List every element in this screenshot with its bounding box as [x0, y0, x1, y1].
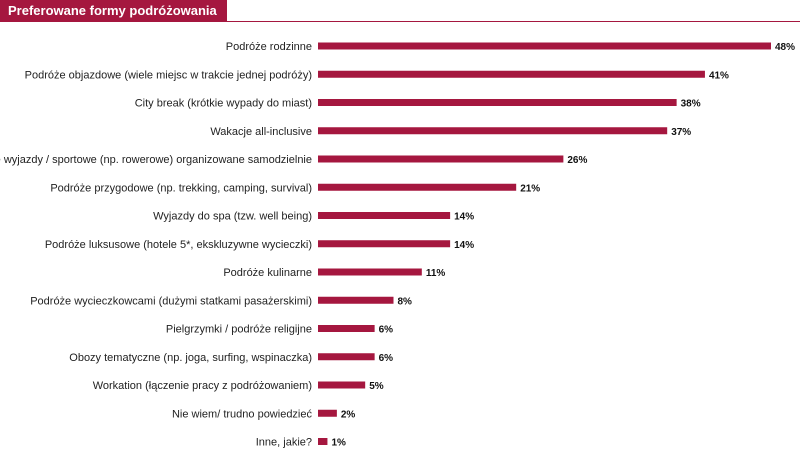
category-label: Pielgrzymki / podróże religijne: [166, 324, 312, 336]
bar: [318, 212, 451, 219]
value-label: 41%: [709, 70, 729, 81]
category-label: Podróże rodzinne: [226, 41, 312, 53]
chart-title: Preferowane formy podróżowania: [0, 0, 227, 22]
category-label: City break (krótkie wypady do miast): [135, 98, 312, 110]
value-label: 14%: [454, 240, 474, 251]
bar: [318, 42, 771, 50]
value-label: 37%: [671, 127, 691, 138]
category-label: Wyjazdy do spa (tzw. well being): [153, 211, 312, 223]
category-label: Aktywne wyjazdy / sportowe (np. rowerowe…: [0, 154, 312, 166]
bar: [318, 325, 375, 332]
bar: [318, 296, 394, 304]
value-label: 1%: [331, 438, 346, 449]
bar: [318, 127, 668, 135]
value-label: 11%: [426, 268, 446, 279]
category-label: Podróże luksusowe (hotele 5*, ekskluzywn…: [45, 239, 312, 251]
category-label: Podróże objazdowe (wiele miejsc w trakci…: [25, 69, 312, 81]
value-label: 6%: [379, 353, 394, 364]
bar: [318, 183, 517, 191]
category-label: Podróże wycieczkowcami (dużymi statkami …: [30, 295, 312, 307]
bar: [318, 381, 366, 389]
bar: [318, 70, 705, 78]
value-label: 48%: [775, 42, 795, 53]
value-label: 14%: [454, 212, 474, 223]
category-label: Obozy tematyczne (np. joga, surfing, wsp…: [69, 352, 312, 364]
bar: [318, 240, 451, 248]
value-label: 8%: [398, 296, 413, 307]
bar: [318, 155, 564, 163]
value-label: 6%: [379, 325, 394, 336]
bar: [318, 99, 677, 106]
value-label: 2%: [341, 409, 356, 420]
value-label: 26%: [567, 155, 587, 166]
bar: [318, 409, 337, 417]
value-label: 5%: [369, 381, 384, 392]
bar: [318, 353, 375, 361]
title-divider: [0, 21, 800, 22]
category-label: Wakacje all-inclusive: [210, 126, 312, 138]
category-label: Podróże przygodowe (np. trekking, campin…: [50, 182, 312, 194]
value-label: 38%: [681, 99, 701, 110]
category-label: Inne, jakie?: [256, 437, 312, 449]
value-label: 21%: [520, 183, 540, 194]
category-label: Podróże kulinarne: [223, 267, 312, 279]
category-label: Nie wiem/ trudno powiedzieć: [172, 408, 313, 420]
category-label: Workation (łączenie pracy z podróżowanie…: [93, 380, 312, 392]
bar: [318, 438, 328, 445]
bar: [318, 268, 422, 276]
